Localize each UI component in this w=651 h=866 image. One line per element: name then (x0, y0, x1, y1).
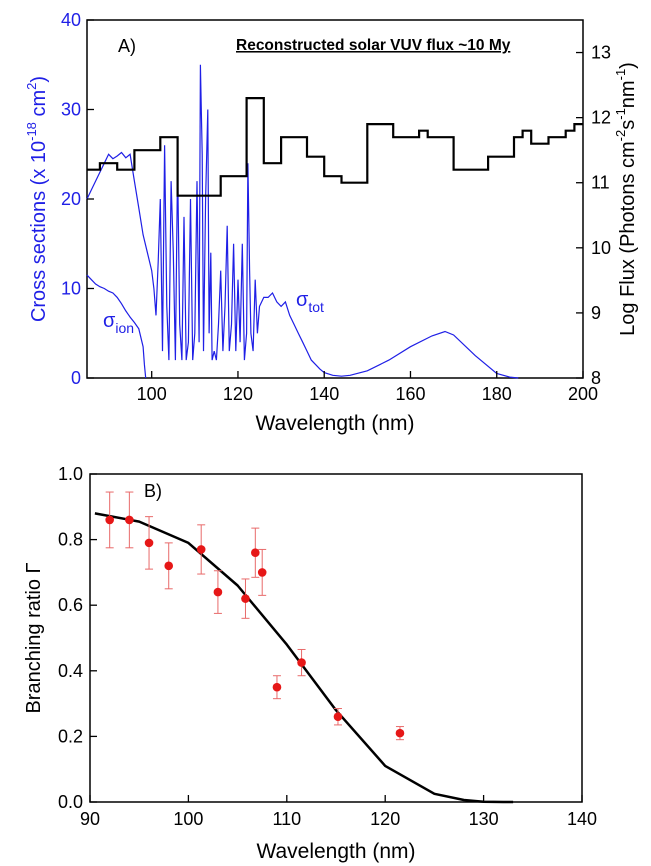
data-point-group (196, 524, 206, 575)
sigma-ion-annotation: σion (103, 310, 134, 336)
panel-a-left-ticks: 0 10 20 30 40 (61, 10, 94, 388)
panel-b-x-axis-label: Wavelength (nm) (256, 840, 415, 863)
x-tick-label: 100 (173, 809, 203, 829)
x-tick-label: 180 (482, 384, 512, 404)
panel-a-frame (86, 19, 584, 379)
x-tick-label: 140 (567, 809, 597, 829)
right-y-tick-label: 12 (591, 108, 611, 128)
left-axis-label-unit-sup: 2 (24, 83, 39, 90)
right-axis-label-p3: nm (617, 80, 639, 108)
sigma-tot-symbol: σ (296, 289, 309, 311)
data-point (241, 594, 250, 603)
right-axis-label-p1: Log Flux (Photons cm (617, 141, 639, 336)
x-tick-label: 110 (272, 809, 301, 829)
right-y-tick-label: 8 (591, 368, 601, 388)
sigma-tot-subscript: tot (308, 299, 324, 315)
left-axis-label-tail: ) (28, 76, 50, 83)
data-point (196, 545, 206, 554)
x-tick-label: 160 (395, 384, 425, 404)
panel-b-x-ticks: 90 100 110 120 130 140 (80, 795, 597, 829)
data-point-group (164, 542, 174, 590)
data-point (272, 682, 282, 692)
panel-a-right-axis-label: Log Flux (Photons cm-2s-1nm-1) (613, 62, 639, 336)
series-log-flux-line (87, 97, 583, 197)
panel-a-x-axis-label: Wavelength (nm) (255, 412, 414, 435)
x-tick-label: 120 (370, 809, 400, 829)
panel-a-x-ticks: 100 120 140 160 180 200 (137, 371, 598, 404)
right-axis-label-s3: -1 (613, 69, 628, 81)
sigma-ion-symbol: σ (103, 310, 116, 332)
series-sigma-tot-line (86, 64, 519, 379)
data-point-group (105, 491, 114, 549)
y-tick-label: 1.0 (58, 464, 83, 484)
data-point-group (213, 570, 223, 614)
data-point (257, 568, 267, 577)
right-y-tick-label: 10 (591, 238, 611, 258)
right-axis-label-p4: ) (617, 62, 639, 69)
left-y-tick-label: 40 (61, 10, 81, 30)
data-point-group (144, 516, 154, 570)
series-sigma-ion-line (86, 274, 147, 379)
data-point-group (297, 648, 306, 677)
data-point-group (272, 675, 282, 700)
left-axis-label-sup: -18 (24, 122, 39, 141)
panel-a-title: Reconstructed solar VUV flux ~10 My (236, 37, 511, 54)
data-point (125, 515, 134, 525)
fit-curve (94, 512, 514, 804)
data-point (297, 658, 306, 667)
left-y-tick-label: 20 (61, 189, 81, 209)
y-tick-label: 0.0 (58, 792, 83, 812)
x-tick-label: 200 (568, 384, 598, 404)
data-point-group (125, 491, 134, 549)
left-axis-label-unit: cm (28, 90, 50, 122)
panel-a-right-ticks: 8 9 10 11 12 13 (576, 43, 611, 388)
y-tick-label: 0.2 (58, 726, 83, 746)
right-y-tick-label: 13 (591, 43, 611, 63)
right-y-tick-label: 11 (591, 173, 610, 193)
left-y-tick-label: 0 (71, 368, 81, 388)
panel-a-label: A) (118, 36, 136, 56)
data-point-group (251, 527, 260, 578)
right-axis-label-s2: -1 (613, 108, 628, 120)
data-point-group (241, 578, 250, 619)
data-point (144, 538, 154, 548)
panel-a-left-axis-label: Cross sections (x 10-18 cm2) (24, 76, 50, 322)
x-tick-label: 130 (469, 809, 499, 829)
y-tick-label: 0.6 (58, 595, 83, 615)
data-point (395, 728, 405, 738)
right-y-tick-label: 9 (591, 303, 601, 323)
data-point (164, 561, 174, 571)
y-tick-label: 0.8 (58, 530, 83, 550)
panel-b-label: B) (144, 481, 162, 501)
data-point (213, 587, 223, 597)
data-point (333, 712, 343, 722)
panel-a-plot-area (86, 64, 583, 379)
sigma-ion-subscript: ion (115, 320, 134, 336)
panel-b-frame (89, 473, 583, 803)
data-point (105, 515, 114, 525)
left-axis-label-main: Cross sections (x 10 (28, 141, 50, 322)
panel-b-y-axis-label: Branching ratio Γ (23, 562, 45, 713)
data-point (251, 548, 260, 558)
panel-b-plot-area (94, 491, 514, 804)
x-tick-label: 120 (223, 384, 253, 404)
y-tick-label: 0.4 (58, 661, 83, 681)
x-tick-label: 140 (309, 384, 339, 404)
left-y-tick-label: 10 (61, 279, 81, 299)
data-point-group (257, 548, 267, 596)
x-tick-label: 90 (80, 809, 100, 829)
panel-b-y-ticks: 0.0 0.2 0.4 0.6 0.8 1.0 (58, 464, 97, 812)
right-axis-label-s1: -2 (613, 130, 628, 142)
panel-b: 90 100 110 120 130 140 0.00.20.40.60.81.0 B) … (23, 464, 597, 863)
left-y-tick-label: 30 (61, 100, 81, 120)
data-point-group (395, 726, 405, 741)
right-axis-label-p2: s (617, 120, 639, 130)
x-tick-label: 100 (137, 384, 167, 404)
sigma-tot-annotation: σtot (296, 289, 324, 315)
data-point-group (333, 708, 343, 726)
